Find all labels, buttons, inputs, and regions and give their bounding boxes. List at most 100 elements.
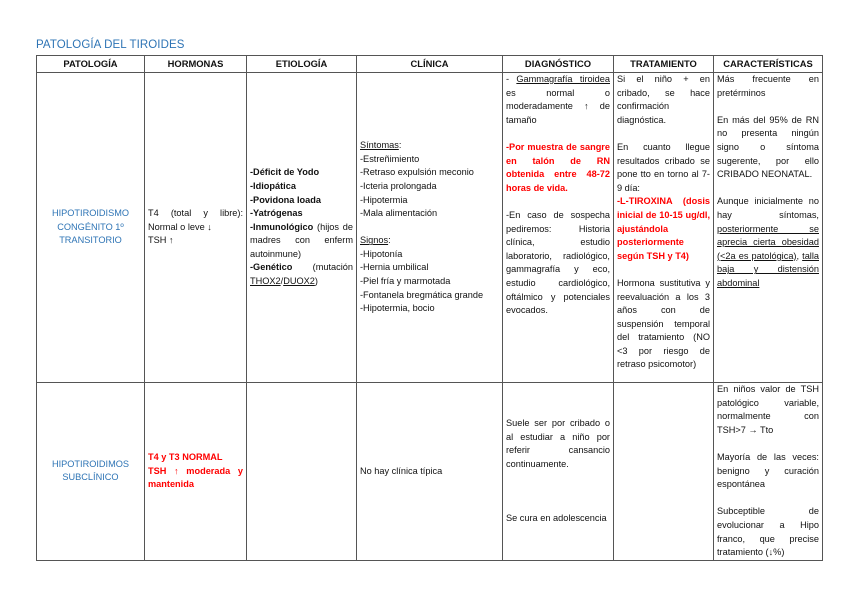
cell-paragraph: TSH ↑ moderada y mantenida [148,465,243,492]
text-run: -Inmunológico [250,221,314,232]
cell-paragraph: -Idiopática [250,180,353,194]
cell-paragraph [506,127,610,141]
header-tratamiento: TRATAMIENTO [613,55,714,73]
cell-paragraph: -Retraso expulsión meconio [360,166,499,180]
cell-paragraph: Si el niño + en cribado, se hace confirm… [617,73,710,127]
cell-paragraph [717,437,819,451]
text-run: -Icteria prolongada [360,180,437,191]
text-run: (mutación [292,262,353,273]
cell-clinica: No hay clínica típica [356,382,503,561]
text-run: Mayoría de las veces: benigno y curación… [717,451,819,490]
text-run: Más frecuente en pretérminos [717,74,819,98]
text-run: -Hernia umbilical [360,262,429,273]
table-row: HIPOTIROIDISMO CONGÉNITO 1º TRANSITORIO T… [36,72,823,383]
cell-paragraph [506,499,610,513]
text-run: (hijos de madres con enferm autoinmune) [250,221,353,259]
text-run: T4 y T3 NORMAL [148,451,223,462]
cell-paragraph: -Piel fría y marmotada [360,275,499,289]
cell-paragraph: -Inmunológico (hijos de madres con enfer… [250,221,353,262]
cell-hormonas: T4 (total y libre): Normal o leve ↓ TSH ↑ [144,72,247,383]
text-run: THOX2 [250,276,281,287]
cell-paragraph: -Hipotermia [360,194,499,208]
text-run: -Déficit de Yodo [250,167,320,178]
text-run: ) [314,276,318,287]
text-run: No hay clínica típica [360,465,443,476]
cell-paragraph: Aunque inicialmente no hay síntomas, pos… [717,195,819,290]
text-run: En cuanto llegue resultados cribado se p… [617,141,710,193]
cell-paragraph [506,471,610,485]
cell-paragraph: -Povidona Ioada [250,194,353,208]
cell-paragraph [506,485,610,499]
cell-paragraph [717,182,819,196]
cell-patologia: HIPOTIROIDIMOS SUBCLÍNICO [36,382,145,561]
cell-paragraph: -Yatrógenas [250,207,353,221]
cell-paragraph: -Hipotonía [360,248,499,262]
cell-paragraph: Signos: [360,234,499,248]
text-run: -Hipotonía [360,248,403,259]
text-run: -Hipotermia, bocio [360,303,435,314]
cell-caracteristicas: En niños valor de TSH patológico variabl… [713,382,823,561]
cell-paragraph: En niños valor de TSH patológico variabl… [717,383,819,437]
thyroid-pathology-table: PATOLOGÍA HORMONAS ETIOLOGÍA CLÍNICA DIA… [36,55,823,561]
header-patologia: PATOLOGÍA [36,55,145,73]
text-run: Si el niño + en cribado, se hace confirm… [617,74,710,125]
cell-diagnostico: - Gammagrafía tiroidea es normal o moder… [502,72,614,383]
cell-paragraph: -Estreñimiento [360,153,499,167]
cell-caracteristicas: Más frecuente en pretérminos En más del 9… [713,72,823,383]
text-run: -Yatrógenas [250,208,303,219]
text-run: -Retraso expulsión meconio [360,167,474,178]
text-run: Se cura en adolescencia [506,513,607,524]
text-run: : [398,140,402,151]
cell-paragraph [717,492,819,506]
text-run: posteriormente se aprecia cierta obesida… [717,223,819,261]
cell-paragraph: -Hernia umbilical [360,261,499,275]
cell-paragraph: -Déficit de Yodo [250,166,353,180]
cell-diagnostico: Suele ser por cribado o al estudiar a ni… [502,382,614,561]
text-run: -L-TIROXINA (dosis inicial de 10-15 ug/d… [617,196,710,261]
page-title: PATOLOGÍA DEL TIROIDES [36,39,185,51]
cell-paragraph: Se cura en adolescencia [506,512,610,526]
header-etiologia: ETIOLOGÍA [246,55,357,73]
text-run: En niños valor de TSH patológico variabl… [717,384,819,435]
text-run: Gammagrafía tiroidea [516,74,610,84]
text-run: HIPOTIROIDIMOS SUBCLÍNICO [51,458,130,483]
cell-paragraph: No hay clínica típica [360,465,499,479]
text-run: En más del 95% de RN no presenta ningún … [717,114,819,180]
text-run: HIPOTIROIDISMO CONGÉNITO 1º TRANSITORIO [51,208,130,246]
table-row: HIPOTIROIDIMOS SUBCLÍNICO T4 y T3 NORMAL T… [36,382,823,561]
cell-paragraph: Síntomas: [360,139,499,153]
header-clinica: CLÍNICA [356,55,503,73]
text-run: , [796,250,803,261]
text-run: es normal o moderadamente ↑ de tamaño [506,87,610,125]
text-run: -Por muestra de sangre en talón de RN ob… [506,141,610,193]
cell-paragraph: Mayoría de las veces: benigno y curación… [717,451,819,492]
text-run: T4 (total y libre): Normal o leve ↓ [148,208,243,232]
text-run: / [280,276,284,287]
text-run: Suele ser por cribado o al estudiar a ni… [506,417,610,469]
cell-clinica: Síntomas: -Estreñimiento -Retraso expulsió… [356,72,503,383]
cell-paragraph: T4 (total y libre): Normal o leve ↓ [148,207,243,234]
text-run: -Hipotermia [360,194,408,205]
text-run: talla baja y distensión abdominal [717,250,819,288]
text-run: -Mala alimentación [360,208,438,219]
cell-paragraph: -Hipotermia, bocio [360,302,499,316]
cell-paragraph: Suele ser por cribado o al estudiar a ni… [506,417,610,471]
cell-paragraph: Subceptible de evolucionar a Hipo franco… [717,505,819,559]
cell-paragraph: -Fontanela bregmática grande [360,289,499,303]
cell-paragraph [717,100,819,114]
cell-paragraph: En cuanto llegue resultados cribado se p… [617,141,710,195]
cell-paragraph: -Por muestra de sangre en talón de RN ob… [506,141,610,195]
text-run: -Povidona Ioada [250,194,321,205]
cell-hormonas: T4 y T3 NORMAL TSH ↑ moderada y mantenida [144,382,247,561]
cell-paragraph: -Mala alimentación [360,207,499,221]
cell-paragraph: -En caso de sospecha pediremos: Historia… [506,209,610,318]
cell-paragraph [360,221,499,235]
cell-tratamiento: Si el niño + en cribado, se hace confirm… [613,72,714,383]
cell-paragraph: -Genético (mutación THOX2/DUOX2) [250,261,353,288]
text-run: -Piel fría y marmotada [360,276,451,287]
cell-etiologia: -Déficit de Yodo -Idiopática -Povidona Ioa… [246,72,357,383]
text-run: Aunque inicialmente no hay síntomas, [717,196,819,220]
header-caracteristicas: CARACTERÍSTICAS [713,55,823,73]
text-run: - [506,74,517,84]
text-run: TSH ↑ moderada y mantenida [148,465,243,490]
